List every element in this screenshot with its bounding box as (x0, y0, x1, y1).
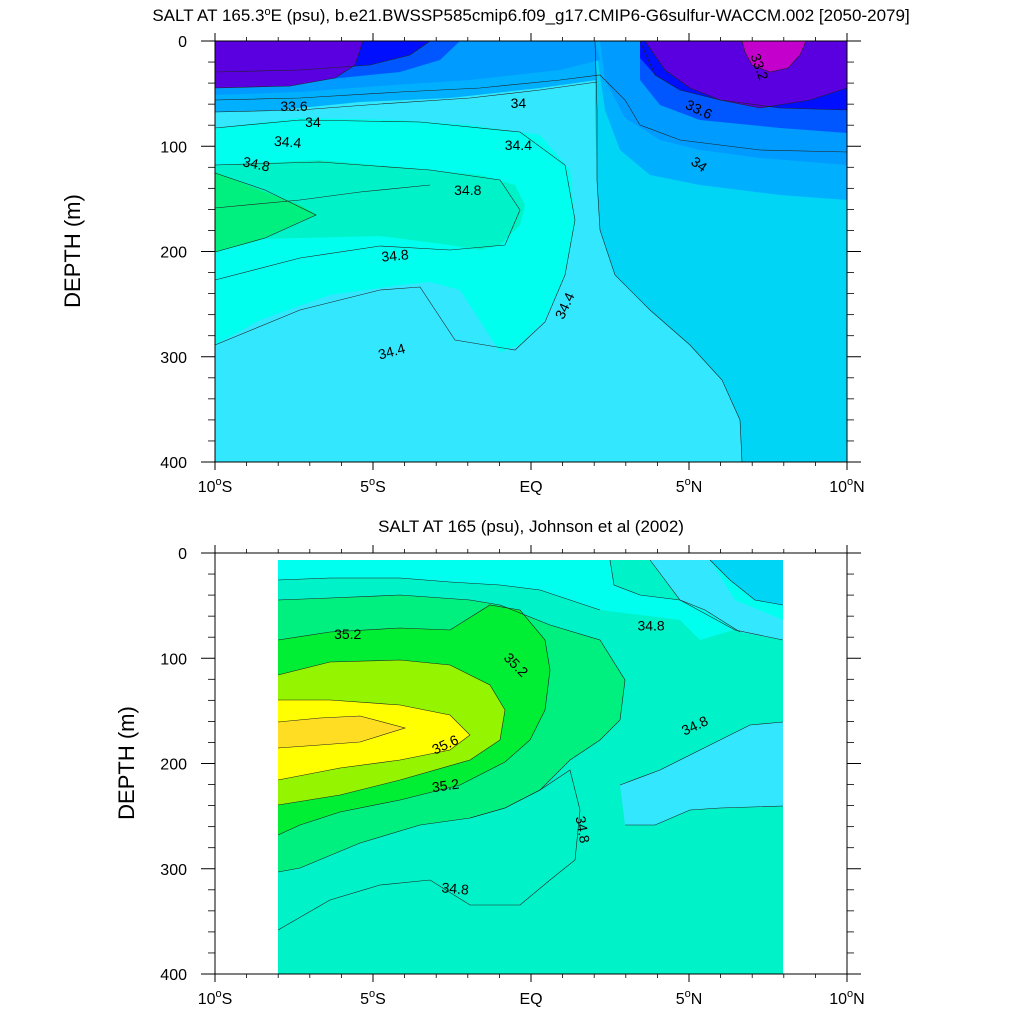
top-title: SALT AT 165.3oE (psu), b.e21.BWSSP585cmi… (152, 6, 909, 25)
bottom-y-tick-label: 400 (160, 967, 187, 984)
top-y-tick-label: 100 (160, 139, 187, 156)
top-plot-area: 33.233.63434.434.83434.433.63434.834.834… (214, 40, 848, 463)
top-y-tick-label: 300 (160, 350, 187, 367)
bottom-contour-line (619, 721, 784, 786)
top-region-33-2 (215, 41, 847, 108)
bottom-axes: 10oS 5oS EQ 5oN 10oN 0 100 200 300 400 (160, 545, 865, 1008)
top-contour-line (741, 40, 807, 73)
bottom-contour-line (277, 594, 626, 819)
panel-top: SALT AT 165.3oE (psu), b.e21.BWSSP585cmi… (60, 6, 910, 496)
top-contour-label: 34.4 (376, 340, 407, 363)
top-contour-label: 34 (511, 95, 527, 111)
top-x-tick-label: 5oS (360, 476, 386, 496)
bottom-contour-line (277, 715, 407, 749)
bottom-y-tick-label: 200 (160, 757, 187, 774)
top-contour-label: 34.4 (274, 133, 303, 151)
top-contour-labels: 33.233.63434.434.83434.433.63434.834.834… (241, 51, 772, 362)
bottom-plot-area: 35.235.234.835.634.835.234.834.8 (214, 552, 848, 975)
top-axes: 10oS 5oS EQ 5oN 10oN 0 100 200 300 400 (160, 33, 865, 496)
top-region-35-0 (215, 172, 317, 252)
top-contour-line (214, 40, 364, 89)
top-region-34-8 (215, 160, 525, 250)
bottom-contour-label: 34.8 (573, 815, 594, 845)
top-y-tick-label: 200 (160, 245, 187, 262)
bottom-region-35-8 (278, 716, 405, 748)
top-contour-line (214, 74, 848, 153)
top-y-tick-label: 400 (160, 455, 187, 472)
bottom-contour-line (277, 769, 581, 931)
bottom-x-tick-label: 10oN (829, 988, 864, 1008)
top-contour-line (594, 40, 743, 463)
bottom-x-tick-label: 10oS (198, 988, 233, 1008)
bottom-contour-label: 34.8 (637, 617, 664, 633)
bottom-contour-label: 35.2 (431, 776, 460, 796)
bottom-contour-line (277, 604, 551, 836)
bottom-contour-line (649, 559, 741, 633)
top-contour-line (214, 40, 431, 73)
bottom-contour-line (277, 659, 506, 806)
bottom-contour-line (277, 577, 601, 611)
bottom-x-tick-label: 5oN (676, 988, 703, 1008)
bottom-y-axis-label: DEPTH (m) (114, 706, 139, 820)
bottom-contour-line (277, 699, 471, 781)
bottom-region-34-4 (620, 560, 783, 825)
top-contour-line (639, 40, 848, 111)
top-y-axis-label: DEPTH (m) (60, 194, 85, 308)
top-contour-line (214, 119, 576, 351)
bottom-x-tick-label: 5oS (360, 988, 386, 1008)
top-contour-label: 34.8 (241, 153, 271, 174)
top-contour-line (214, 161, 521, 281)
panel-bottom: SALT AT 165 (psu), Johnson et al (2002) (114, 517, 865, 1008)
bottom-contour-label: 34.8 (441, 879, 470, 897)
top-contour-lines (214, 40, 848, 463)
bottom-contour-line (609, 559, 784, 641)
top-region-33-0 (742, 41, 806, 72)
top-contour-line (214, 184, 431, 209)
bottom-contour-label: 35.2 (334, 626, 361, 642)
bottom-y-tick-label: 300 (160, 862, 187, 879)
top-contour-label: 34.8 (381, 246, 410, 264)
bottom-contour-line (709, 559, 784, 606)
top-y-tick-label: 0 (178, 34, 187, 51)
bottom-region-34-2 (710, 560, 783, 605)
bottom-y-tick-label: 0 (178, 546, 187, 563)
bottom-title: SALT AT 165 (psu), Johnson et al (2002) (378, 517, 684, 536)
top-contour-line (214, 172, 317, 253)
bottom-x-tick-label: EQ (519, 991, 542, 1008)
top-x-tick-label: 5oN (676, 476, 703, 496)
top-contour-label: 34.8 (454, 182, 481, 198)
bottom-y-tick-label: 100 (160, 651, 187, 668)
bottom-contour-lines (277, 559, 784, 931)
top-x-tick-label: EQ (519, 479, 542, 496)
bottom-contour-line (625, 805, 784, 826)
top-contour-label: 34 (305, 114, 321, 130)
top-x-tick-label: 10oS (198, 476, 233, 496)
top-contour-line (214, 81, 598, 113)
top-contour-label: 34.4 (505, 137, 532, 153)
top-contour-label: 33.6 (280, 98, 307, 114)
top-x-tick-label: 10oN (829, 476, 864, 496)
